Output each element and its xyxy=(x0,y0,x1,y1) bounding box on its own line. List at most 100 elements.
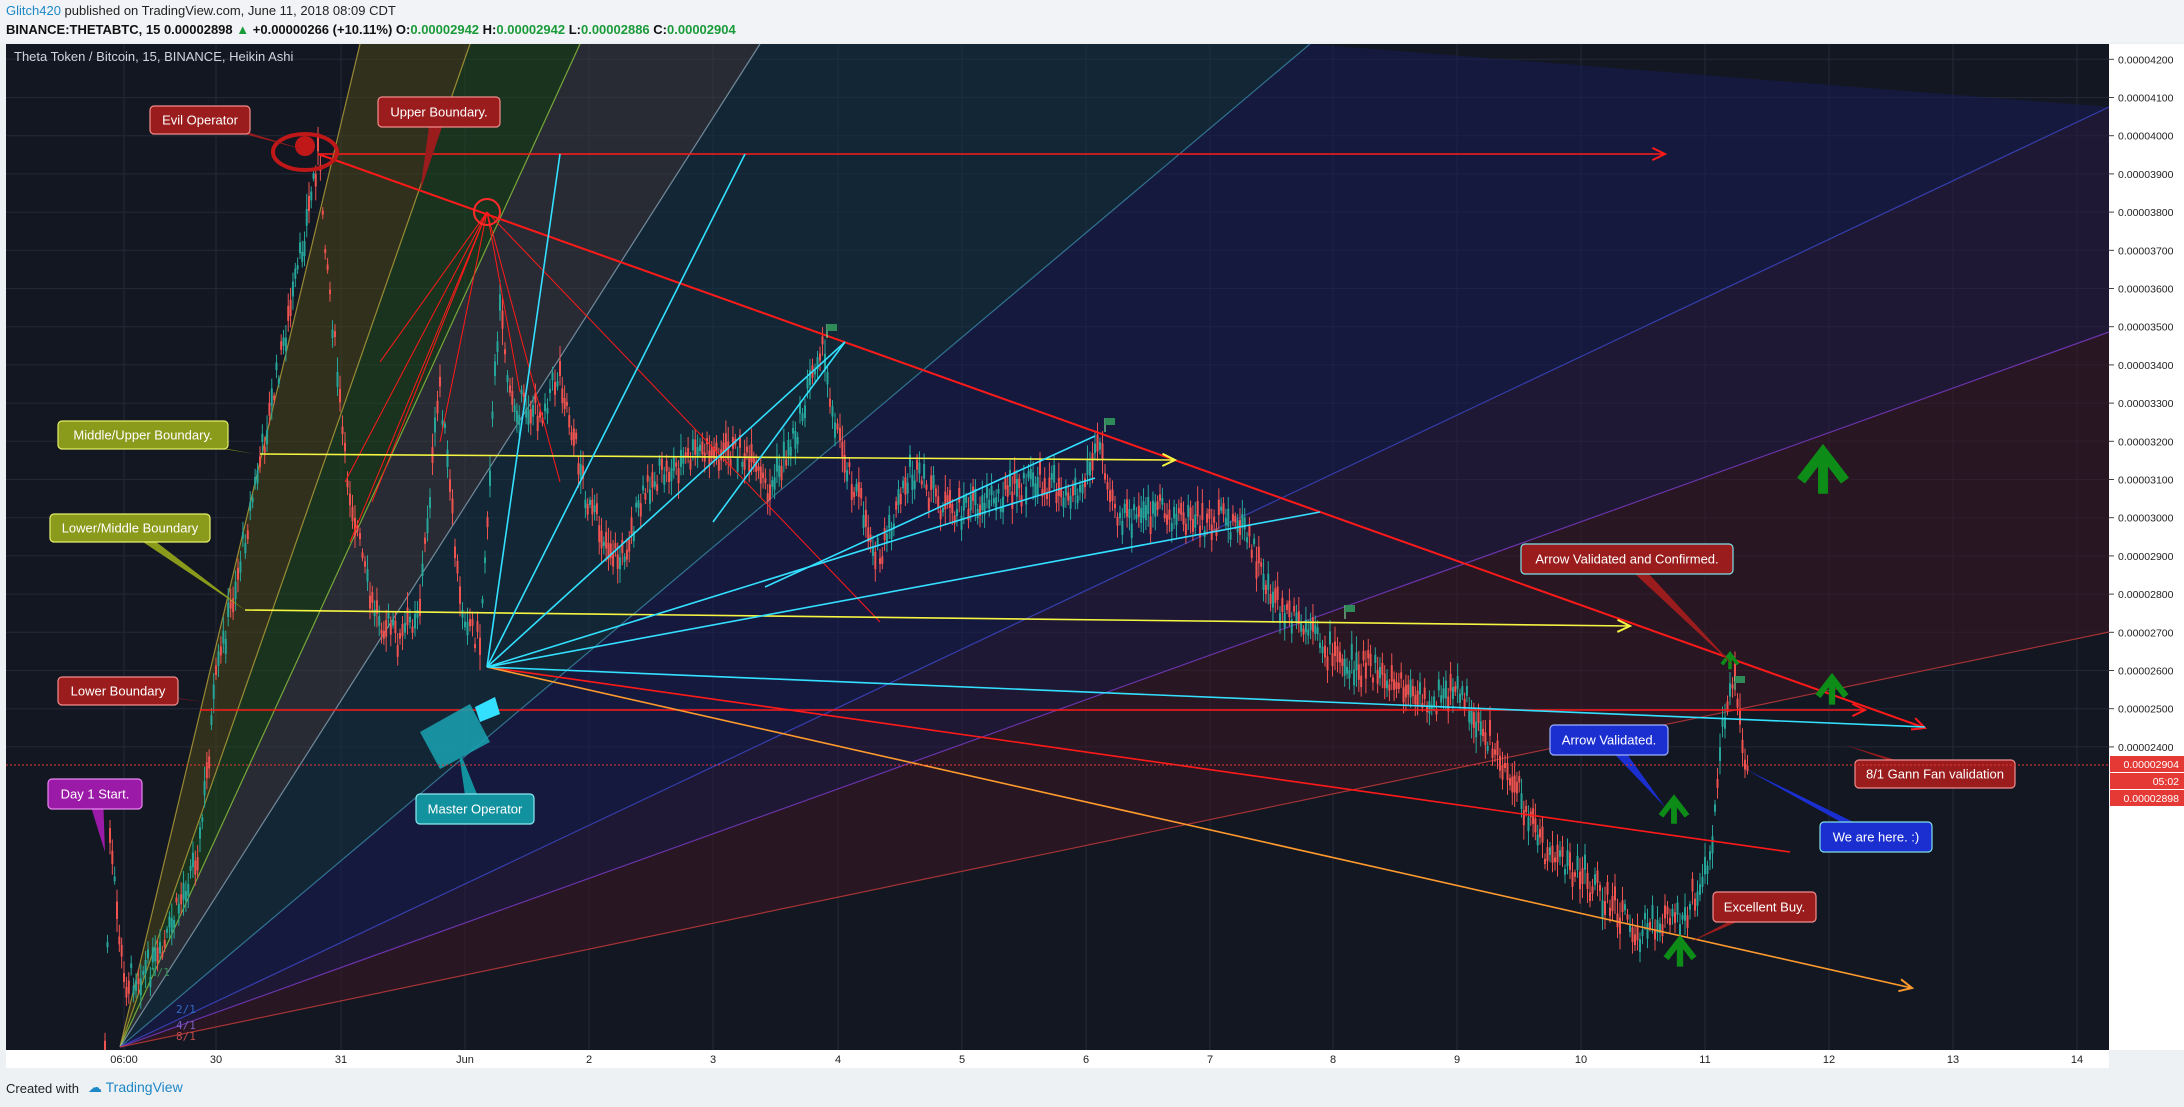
open-label: O: xyxy=(395,22,411,37)
candle-body xyxy=(736,457,739,472)
candle-body xyxy=(1286,603,1289,610)
candle-body xyxy=(809,370,811,386)
candle-body xyxy=(1295,612,1298,622)
candle-body xyxy=(773,477,776,490)
red-fan-line xyxy=(486,211,881,623)
candle-body xyxy=(769,484,771,501)
candle-body xyxy=(501,310,504,329)
evil-operator-dot xyxy=(295,136,315,156)
candle-body xyxy=(572,428,575,447)
candle-body xyxy=(499,294,501,311)
candle-body xyxy=(387,612,390,619)
candle-body xyxy=(212,684,215,699)
candle-body xyxy=(1304,619,1307,633)
candle-body xyxy=(1109,490,1111,503)
lower-middle-line xyxy=(244,609,1631,627)
candle-body xyxy=(946,495,949,502)
callout-text: 8/1 Gann Fan validation xyxy=(1866,767,2004,782)
candle-body xyxy=(892,523,895,530)
price-axis[interactable] xyxy=(2109,44,2184,1050)
candle-body xyxy=(619,557,621,570)
candle-body xyxy=(1006,485,1009,497)
author-link[interactable]: Glitch420 xyxy=(6,3,61,18)
candle-body xyxy=(1163,513,1166,519)
candle-body xyxy=(1651,905,1654,920)
candle-body xyxy=(1089,462,1091,476)
candle-body xyxy=(484,557,486,564)
candle-body xyxy=(451,498,454,514)
candle-body xyxy=(589,500,591,505)
candle-body xyxy=(481,599,484,604)
candle-body xyxy=(1257,546,1260,564)
red-fan-line xyxy=(371,211,488,503)
candle-body xyxy=(701,441,704,455)
gann-fan-ray xyxy=(119,43,361,1048)
candle-body xyxy=(436,400,439,414)
candle-body xyxy=(1271,591,1274,608)
candle-body xyxy=(1050,472,1053,480)
candle-body xyxy=(351,506,354,522)
candle-body xyxy=(1659,923,1661,933)
candle-body xyxy=(364,561,366,567)
candle-body xyxy=(821,336,824,345)
candle-body xyxy=(1156,501,1159,510)
flag-icon xyxy=(1105,418,1115,425)
green-arrow-up-icon xyxy=(1658,794,1690,824)
candle-body xyxy=(568,415,571,428)
time-tick-label: 8 xyxy=(1330,1054,1336,1066)
candle-body xyxy=(1371,677,1374,683)
candle-body xyxy=(1206,513,1209,523)
candle-body xyxy=(1147,496,1150,515)
candle-body xyxy=(885,533,888,543)
candle-body xyxy=(1151,500,1154,514)
candle-body xyxy=(771,480,774,487)
candle-body xyxy=(356,525,359,532)
arrow-head xyxy=(1161,452,1178,467)
candle-body xyxy=(1442,688,1445,699)
candle-body xyxy=(1096,434,1099,452)
red-fan-line xyxy=(349,211,488,543)
candle-body xyxy=(170,918,173,933)
candle-body xyxy=(801,413,804,421)
candle-body xyxy=(259,456,261,467)
candle-body xyxy=(750,443,753,462)
candle-body xyxy=(166,928,169,933)
candle-body xyxy=(1559,850,1561,857)
price-tick-label: 0.00002800 xyxy=(2118,589,2174,601)
candle-body xyxy=(305,208,308,226)
candle-body xyxy=(981,495,984,511)
candle-body xyxy=(960,515,963,530)
callout-box xyxy=(49,513,211,543)
candle-body xyxy=(1099,442,1101,450)
candle-body xyxy=(471,619,474,626)
candle-body xyxy=(1069,495,1072,509)
candle-body xyxy=(1018,478,1021,489)
candle-body xyxy=(336,372,339,387)
candle-body xyxy=(979,504,981,517)
candle-body xyxy=(1168,509,1171,520)
candle-body xyxy=(782,441,785,459)
master-operator-arrow xyxy=(475,697,500,722)
candle-body xyxy=(1170,522,1173,532)
candle-body xyxy=(154,947,157,962)
candle-body xyxy=(727,441,730,460)
callout-box xyxy=(415,793,535,825)
candle-body xyxy=(867,527,870,542)
candle-body xyxy=(439,376,441,387)
candle-body xyxy=(1477,712,1480,723)
tradingview-logo[interactable]: ☁ TradingView xyxy=(88,1079,183,1095)
candle-body xyxy=(1161,498,1164,505)
candle-body xyxy=(1281,597,1284,613)
time-axis[interactable] xyxy=(6,1050,2109,1068)
red-fan-line xyxy=(379,211,488,363)
time-tick-label: 11 xyxy=(1699,1054,1710,1066)
candle-body xyxy=(890,529,893,539)
time-tick-label: 14 xyxy=(2071,1054,2083,1066)
candle-body xyxy=(354,517,356,536)
candle-body xyxy=(1501,765,1504,780)
candle-body xyxy=(1032,472,1035,487)
candle-body xyxy=(881,556,884,564)
candle-body xyxy=(1709,851,1711,860)
candle-body xyxy=(392,619,395,626)
